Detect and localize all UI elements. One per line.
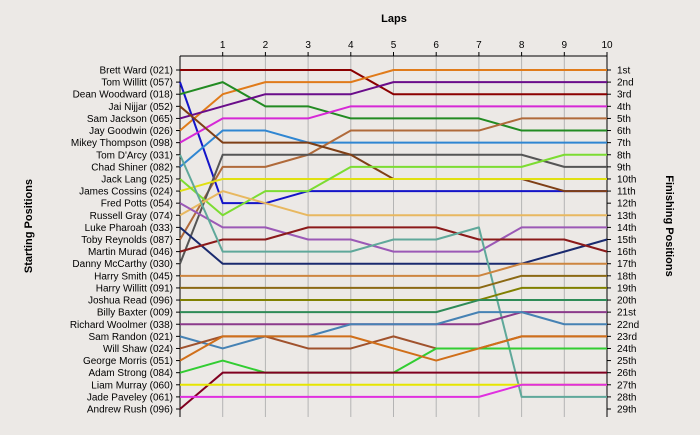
starting-position-label: Joshua Read (096) [88,296,173,307]
starting-position-label: Danny McCarthy (030) [72,259,173,270]
x-tick-label: 6 [433,40,439,51]
starting-position-label: Fred Potts (054) [101,199,173,210]
finishing-position-label: 29th [617,405,636,416]
starting-position-label: Russell Gray (074) [90,211,173,222]
finishing-position-label: 6th [617,126,631,137]
finishing-position-label: 13th [617,211,636,222]
series-line-18 [180,262,607,277]
finishing-position-label: 24th [617,344,636,355]
finishing-position-label: 19th [617,283,636,294]
finishing-position-label: 18th [617,271,636,282]
starting-position-label: Will Shaw (024) [103,344,173,355]
series-line-7 [179,129,607,168]
starting-position-label: Liam Murray (060) [91,380,173,391]
starting-position-label: Toby Reynolds (087) [81,235,173,246]
finishing-position-label: 28th [617,392,636,403]
series-line-11 [179,177,607,193]
starting-position-label: Adam Strong (084) [89,368,174,379]
x-tick-label: 8 [519,40,525,51]
series-line-19 [180,274,607,289]
starting-position-label: Sam Jackson (065) [87,114,173,125]
starting-position-label: Chad Shiner (082) [91,162,173,173]
series-line-23 [179,311,607,350]
finishing-position-label: 12th [617,199,636,210]
finishing-position-label: 8th [617,150,631,161]
series-line-13 [179,190,607,217]
series-line-16 [179,226,608,253]
finishing-position-label: 5th [617,114,631,125]
finishing-position-label: 11th [617,187,636,198]
x-tick-label: 4 [348,40,354,51]
series-line-3 [179,81,607,205]
starting-position-label: Tom D'Arcy (031) [96,150,173,161]
starting-position-label: Tom Willitt (057) [101,78,173,89]
starting-position-label: Andrew Rush (096) [87,405,173,416]
starting-position-label: James Cossins (024) [79,187,173,198]
x-tick-label: 7 [476,40,482,51]
finishing-position-label: 3rd [617,90,631,101]
chart-title: Laps [381,13,407,25]
finishing-position-label: 27th [617,380,636,391]
finishing-position-label: 22nd [617,320,639,331]
starting-position-label: Brett Ward (021) [99,66,173,77]
series-line-20 [180,286,607,302]
starting-position-label: Harry Smith (045) [94,271,173,282]
finishing-position-label: 16th [617,247,636,258]
x-tick-label: 3 [305,40,311,51]
starting-position-label: Harry Willitt (091) [96,283,173,294]
right-axis-label: Finishing Positions [663,175,675,276]
starting-position-label: Jay Goodwin (026) [89,126,173,137]
series-line-27 [179,371,607,410]
series-line-26 [179,335,607,362]
starting-position-label: Billy Baxter (009) [97,308,173,319]
series-line-29 [180,383,607,398]
left-axis-label: Starting Positions [23,179,35,273]
starting-position-label: Jade Paveley (061) [87,392,173,403]
x-tick-label: 1 [220,40,226,51]
finishing-position-label: 21st [617,308,636,319]
finishing-position-label: 2nd [617,78,634,89]
starting-position-label: Luke Pharoah (033) [85,223,173,234]
series-line-17 [179,154,607,398]
starting-position-label: Martin Murad (046) [88,247,173,258]
series-line-9 [179,153,607,265]
starting-position-label: Dean Woodward (018) [73,90,173,101]
x-tick-label: 10 [601,40,613,51]
series-line-14 [179,226,608,265]
series-line-2 [179,69,607,132]
finishing-position-label: 25th [617,356,636,367]
series-line-5 [179,81,607,120]
x-tick-label: 5 [391,40,397,51]
finishing-position-label: 15th [617,235,636,246]
x-tick-label: 9 [562,40,568,51]
series-line-8 [179,117,607,241]
finishing-position-label: 14th [617,223,636,234]
starting-position-label: Jack Lang (025) [101,174,173,185]
series-line-21 [180,299,607,314]
starting-position-label: Richard Woolmer (038) [70,320,173,331]
series-line-15 [179,202,607,253]
finishing-position-label: 17th [617,259,636,270]
finishing-position-label: 1st [617,66,631,77]
finishing-position-label: 20th [617,296,636,307]
finishing-position-label: 4th [617,102,631,113]
finishing-position-label: 9th [617,162,631,173]
finishing-position-label: 7th [617,138,631,149]
finishing-position-label: 26th [617,368,636,379]
starting-position-label: Mikey Thompson (098) [71,138,173,149]
x-tick-label: 2 [263,40,269,51]
finishing-position-label: 10th [617,174,636,185]
starting-position-label: George Morris (051) [83,356,173,367]
starting-position-label: Sam Randon (021) [89,332,174,343]
finishing-position-label: 23rd [617,332,637,343]
series-line-6 [179,105,607,144]
starting-position-label: Jai Nijjar (052) [109,102,173,113]
series-line-1 [180,69,607,96]
